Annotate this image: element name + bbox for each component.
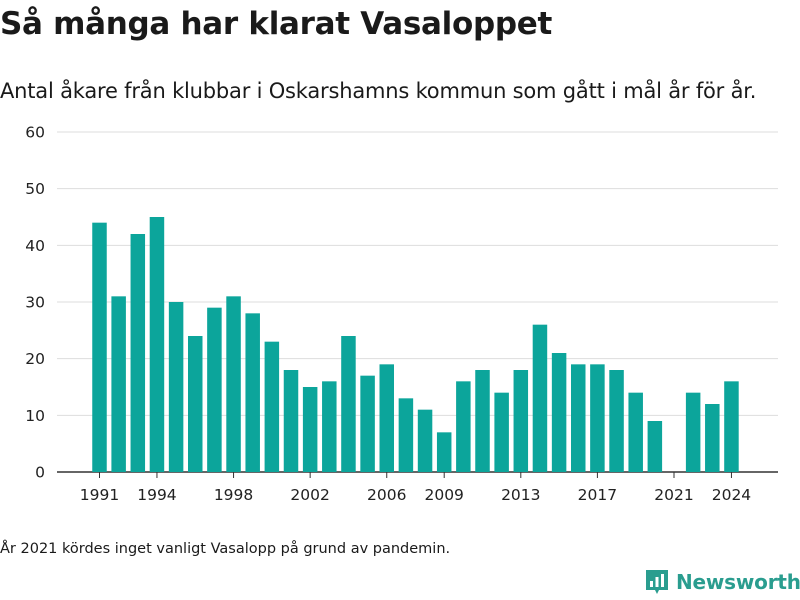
bar-2020[interactable] (647, 421, 663, 472)
x-tick-label: 2017 (578, 486, 617, 504)
y-tick-label: 20 (25, 350, 45, 368)
bar-2008[interactable] (417, 409, 433, 472)
brand-logo[interactable]: Newsworthy (644, 568, 800, 596)
bar-chart-logo-icon (646, 570, 668, 594)
bar-2007[interactable] (398, 398, 414, 472)
bar-1997[interactable] (207, 307, 222, 472)
y-tick-label: 60 (25, 124, 45, 142)
x-tick-label: 2024 (712, 486, 751, 504)
bar-2002[interactable] (302, 387, 318, 472)
bar-1991[interactable] (92, 222, 107, 472)
bar-2018[interactable] (609, 370, 624, 472)
bar-2023[interactable] (705, 404, 720, 472)
bar-1993[interactable] (130, 234, 146, 472)
bar-2003[interactable] (322, 381, 337, 472)
bar-2017[interactable] (590, 364, 605, 472)
bar-2024[interactable] (724, 381, 739, 472)
y-tick-label: 0 (35, 464, 45, 482)
y-tick-label: 50 (25, 180, 45, 198)
bar-2005[interactable] (360, 375, 375, 472)
bar-2014[interactable] (532, 324, 548, 472)
bar-2022[interactable] (685, 392, 701, 472)
chart-subtitle: Antal åkare från klubbar i Oskarshamns k… (0, 79, 757, 103)
brand-name: Newsworthy (676, 570, 800, 594)
bar-2006[interactable] (379, 364, 395, 472)
bar-2012[interactable] (494, 392, 509, 472)
x-tick-label: 1994 (137, 486, 176, 504)
y-tick-label: 30 (25, 294, 45, 312)
x-tick-label: 1991 (80, 486, 119, 504)
x-tick-label: 2006 (367, 486, 406, 504)
y-tick-label: 10 (25, 407, 45, 425)
bar-2010[interactable] (456, 381, 471, 472)
bar-2009[interactable] (436, 432, 452, 472)
bar-2015[interactable] (551, 353, 567, 472)
bar-1995[interactable] (168, 302, 184, 472)
gridlines (57, 131, 778, 473)
bar-1994[interactable] (149, 217, 165, 472)
bar-chart: 0 10 20 30 40 50 60 1991 1994 1998 2002 2006 2009 20… (25, 124, 778, 504)
x-tick-label: 2013 (501, 486, 540, 504)
bars (92, 217, 739, 472)
x-tick-label: 2002 (290, 486, 329, 504)
chart-title: Så många har klarat Vasaloppet (0, 6, 553, 42)
bar-2013[interactable] (513, 370, 529, 472)
bar-2004[interactable] (341, 336, 356, 472)
x-tick-label: 1998 (214, 486, 253, 504)
bar-2000[interactable] (264, 341, 280, 472)
bar-1996[interactable] (188, 336, 203, 472)
bar-2016[interactable] (571, 364, 586, 472)
bar-1992[interactable] (111, 296, 126, 472)
bar-1998[interactable] (226, 296, 241, 472)
footnote: År 2021 kördes inget vanligt Vasalopp på… (0, 541, 451, 557)
bar-1999[interactable] (245, 313, 260, 472)
y-axis-ticks: 0 10 20 30 40 50 60 (25, 124, 45, 482)
bar-2001[interactable] (283, 370, 299, 472)
y-tick-label: 40 (25, 237, 45, 255)
bar-2011[interactable] (475, 370, 490, 472)
bar-2019[interactable] (628, 392, 643, 472)
x-axis-ticks: 1991 1994 1998 2002 2006 2009 2013 2017 2021 2024 (80, 472, 751, 504)
x-tick-label: 2009 (424, 486, 463, 504)
x-tick-label: 2021 (654, 486, 693, 504)
